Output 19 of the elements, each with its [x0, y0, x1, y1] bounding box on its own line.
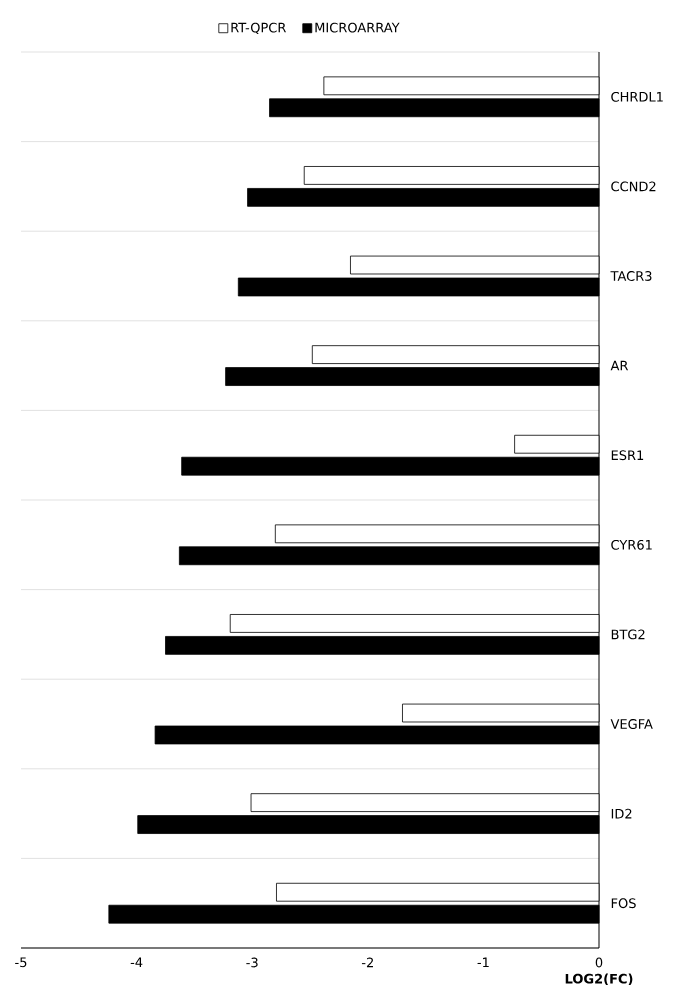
y-tick-label: CYR61 [611, 539, 652, 550]
x-tick-label: -1 [477, 957, 489, 968]
y-tick-label: CCND2 [611, 181, 656, 192]
x-axis-title: LOG2(FC) [565, 973, 633, 986]
x-tick-label: 0 [595, 957, 603, 968]
y-tick-label: VEGFA [610, 719, 653, 729]
y-tick-label: CHRDL1 [611, 91, 663, 102]
y-tick-label: ESR1 [611, 450, 644, 461]
x-tick-label: -5 [15, 957, 27, 968]
legend-label: MICROARRAY [315, 22, 400, 33]
y-tick-label: BTG2 [611, 629, 645, 640]
y-tick-label: ID2 [611, 808, 632, 819]
x-tick-label: -3 [246, 957, 258, 968]
y-tick-label: AR [610, 360, 629, 371]
y-tick-label: FOS [611, 898, 636, 909]
x-tick-label: -4 [130, 957, 143, 968]
x-tick-label: -2 [361, 957, 373, 968]
y-tick-label: TACR3 [610, 271, 652, 281]
legend-label: RT-QPCR [231, 22, 287, 34]
